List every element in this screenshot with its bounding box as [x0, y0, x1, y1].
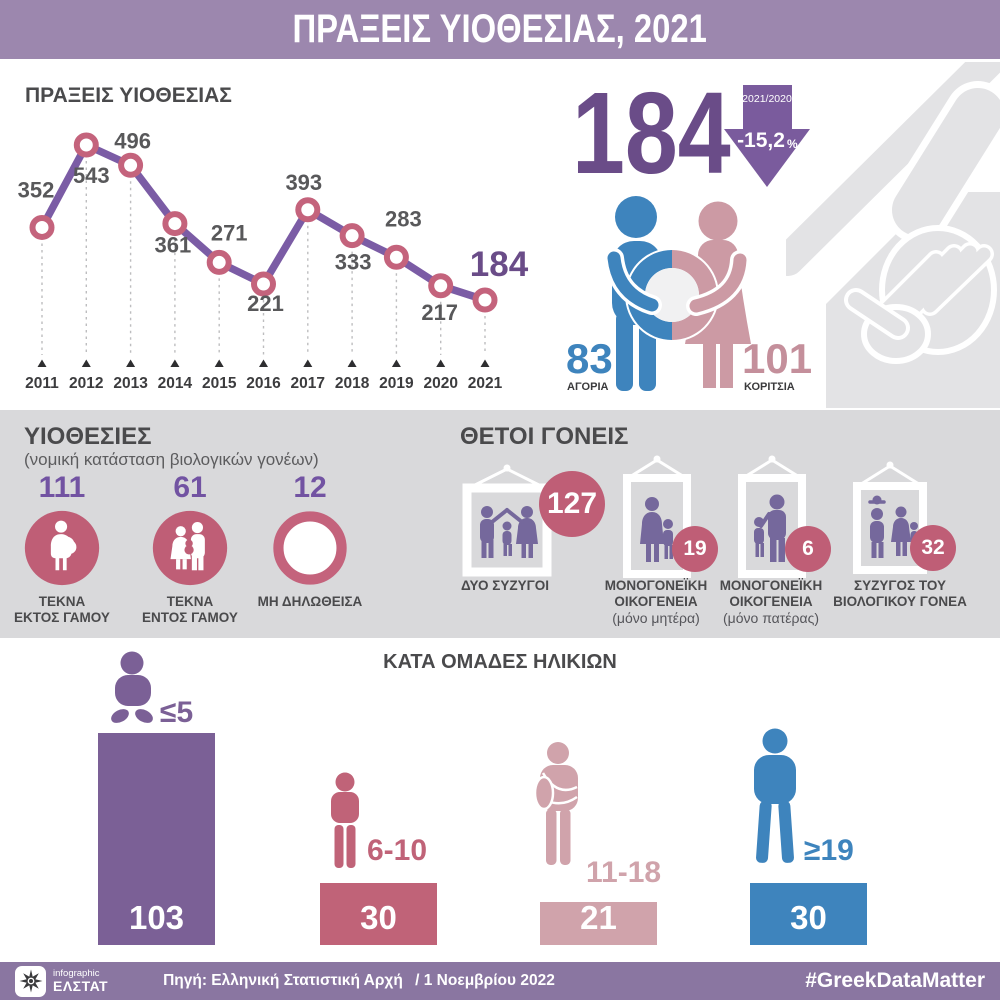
percent-sign: % [787, 137, 798, 151]
adoptions-section-subtitle: (νομική κατάσταση βιολογικών γονέων) [24, 450, 319, 469]
legal-status-item: 61 ΤΕΚΝΑ ΕΝΤΟΣ ΓΑΜΟΥ [120, 473, 260, 626]
svg-text:2016: 2016 [246, 375, 281, 392]
svg-text:333: 333 [335, 250, 372, 275]
middle-band: ΥΙΟΘΕΣΙΕΣ (νομική κατάσταση βιολογικών γ… [0, 410, 1000, 638]
svg-text:2013: 2013 [113, 375, 148, 392]
svg-text:283: 283 [385, 206, 422, 231]
girls-count: 101 [742, 335, 813, 382]
svg-text:2017: 2017 [291, 375, 325, 392]
badge-two-spouses: 127 [539, 471, 605, 537]
value-not-declared: 12 [293, 471, 327, 504]
foster-section-title: ΘΕΤΟΙ ΓΟΝΕΙΣ [460, 423, 629, 450]
teen-icon [533, 742, 578, 865]
bar-under5: 103 [98, 733, 215, 945]
legal-status-item: 12 ΜΗ ΔΗΛΩΘΕΙΣΑ [240, 473, 380, 610]
trend-chart-title: ΠΡΑΞΕΙΣ ΥΙΟΘΕΣΙΑΣ [25, 84, 232, 107]
bar-19plus: 30 [750, 883, 867, 945]
decrease-arrow-icon: 2021/2020 -15,2 % [724, 85, 810, 187]
elstat-logo [15, 965, 46, 997]
logo-text: infographic ΕΛΣΤΑΤ [53, 968, 109, 994]
ages-section-title: ΚΑΤΑ ΟΜΑΔΕΣ ΗΛΙΚΙΩΝ [383, 651, 617, 673]
ratio-label: 2021/2020 [742, 93, 792, 105]
compass-star-icon [19, 969, 42, 993]
svg-text:2015: 2015 [202, 375, 237, 392]
age-range-under5: ≤5 [160, 696, 194, 729]
label-single-father: ΜΟΝΟΓΟΝΕΪΚΗ ΟΙΚΟΓΕΝΕΙΑ (μόνο πατέρας) [719, 578, 823, 627]
badge-spouse-of-bio-parent: 32 [910, 525, 956, 571]
svg-text:496: 496 [114, 128, 151, 153]
pregnant-woman-icon [24, 510, 100, 586]
girls-label: ΚΟΡΙΤΣΙΑ [744, 381, 795, 393]
adult-icon [754, 728, 796, 863]
age-range-6-10: 6-10 [367, 834, 428, 867]
value-out-of-wedlock: 111 [38, 471, 86, 504]
label-in-wedlock: ΤΕΚΝΑ ΕΝΤΟΣ ΓΑΜΟΥ [142, 594, 238, 626]
label-spouse-of-bio-parent: ΣΥΖΥΓΟΣ ΤΟΥ ΒΙΟΛΟΓΙΚΟΥ ΓΟΝΕΑ [833, 578, 967, 610]
bar-11-18: 21 [540, 899, 657, 945]
label-two-spouses: ΔΥΟ ΣΥΖΥΓΟΙ [461, 578, 549, 593]
svg-text:543: 543 [73, 163, 110, 188]
svg-text:361: 361 [155, 233, 192, 258]
svg-text:2011: 2011 [25, 375, 59, 392]
boy-girl-figures [604, 196, 751, 391]
house-hands-art [786, 62, 1000, 408]
age-range-11-18: 11-18 [586, 856, 662, 889]
svg-text:393: 393 [285, 170, 322, 195]
svg-text:352: 352 [18, 177, 55, 202]
age-range-19plus: ≥19 [804, 834, 854, 867]
bar-6-10: 30 [320, 883, 437, 945]
baby-icon [111, 651, 153, 723]
label-not-declared: ΜΗ ΔΗΛΩΘΕΙΣΑ [257, 594, 363, 609]
badge-single-father: 6 [785, 526, 831, 572]
total-2021-value: 184 [572, 68, 731, 198]
svg-text:2021: 2021 [468, 375, 503, 392]
svg-text:217: 217 [421, 300, 458, 325]
value-in-wedlock: 61 [173, 471, 207, 504]
svg-text:221: 221 [247, 291, 284, 316]
svg-text:2018: 2018 [335, 375, 370, 392]
svg-text:2014: 2014 [158, 375, 193, 392]
svg-text:2020: 2020 [423, 375, 457, 392]
legal-status-item: 111 ΤΕΚΝΑ ΕΚΤΟΣ ΓΑΜΟΥ [0, 473, 132, 626]
adoptions-trend-line-chart: 2011 2012 2013 2014 2015 2016 2017 2018 2019 2020… [18, 128, 529, 392]
adoptions-section-title: ΥΙΟΘΕΣΙΕΣ [24, 423, 152, 450]
two-spouses-frame [462, 464, 552, 577]
single-mother-frame [623, 455, 691, 578]
label-single-mother: ΜΟΝΟΓΟΝΕΪΚΗ ΟΙΚΟΓΕΝΕΙΑ (μόνο μητέρα) [604, 578, 708, 627]
svg-text:2012: 2012 [69, 375, 103, 392]
boys-count: 83 [566, 335, 613, 382]
svg-text:271: 271 [211, 220, 248, 245]
label-out-of-wedlock: ΤΕΚΝΑ ΕΚΤΟΣ ΓΑΜΟΥ [14, 594, 110, 626]
page-title: ΠΡΑΞΕΙΣ ΥΙΟΘΕΣΙΑΣ, 2021 [292, 7, 708, 51]
source-text: Πηγή: Ελληνική Στατιστική Αρχή / 1 Νοεμβ… [163, 972, 555, 989]
svg-text:184: 184 [470, 245, 529, 284]
child-icon [331, 772, 359, 868]
svg-text:2019: 2019 [379, 375, 414, 392]
header-bar: ΠΡΑΞΕΙΣ ΥΙΟΘΕΣΙΑΣ, 2021 [0, 0, 1000, 59]
badge-single-mother: 19 [672, 526, 718, 572]
family-with-baby-icon [152, 510, 228, 586]
hashtag: #GreekDataMatter [805, 969, 985, 992]
boys-label: ΑΓΟΡΙΑ [567, 381, 609, 393]
change-percent: -15,2 [737, 129, 785, 152]
empty-ring-icon [273, 511, 347, 585]
footer-bar: infographic ΕΛΣΤΑΤ Πηγή: Ελληνική Στατισ… [0, 962, 1000, 1000]
